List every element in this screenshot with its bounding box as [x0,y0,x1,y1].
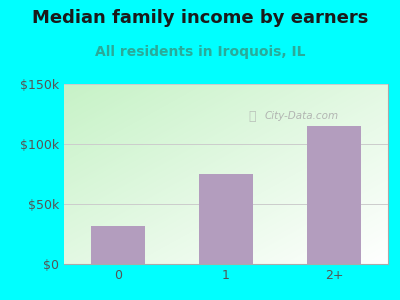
Bar [199,174,253,264]
Text: Ⓡ: Ⓡ [249,110,256,123]
Bar [307,126,361,264]
Text: Median family income by earners: Median family income by earners [32,9,368,27]
Text: City-Data.com: City-Data.com [265,111,339,122]
Bar [91,226,145,264]
Text: All residents in Iroquois, IL: All residents in Iroquois, IL [95,45,305,59]
